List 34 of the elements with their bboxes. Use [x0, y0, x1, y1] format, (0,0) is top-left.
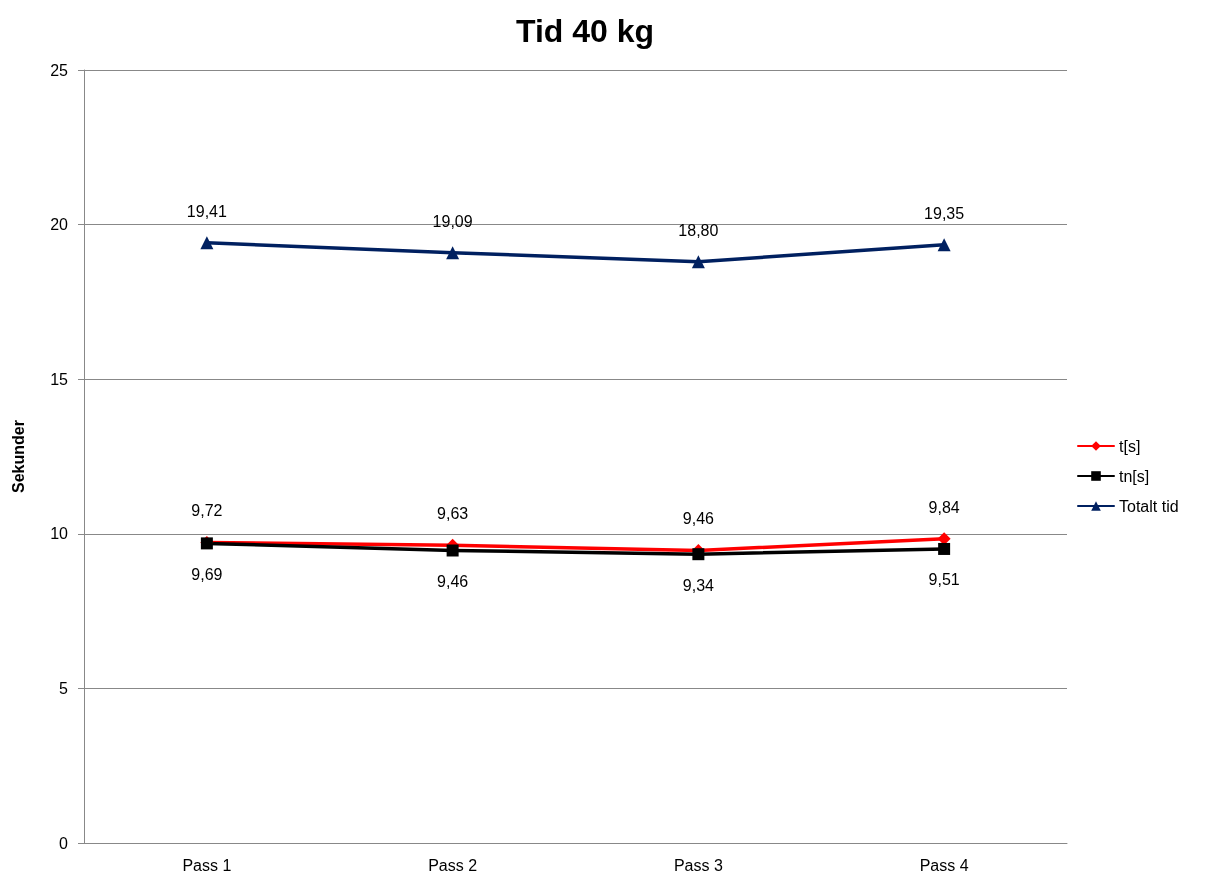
- point: [446, 246, 460, 260]
- data-label: 9,51: [928, 571, 960, 589]
- y-tick-label: 5: [59, 679, 69, 697]
- data-label: 9,84: [928, 498, 960, 516]
- data-label: 9,46: [682, 510, 715, 528]
- data-label: 19,35: [924, 204, 965, 222]
- data-label: 9,63: [437, 505, 469, 523]
- point: [938, 542, 951, 555]
- y-tick-label: 15: [50, 370, 69, 388]
- point: [691, 255, 705, 269]
- data-label: 19,09: [432, 212, 473, 230]
- y-tick-label: 20: [50, 216, 69, 234]
- data-label: 9,34: [682, 576, 715, 594]
- legend-label: t[s]: [1119, 437, 1141, 455]
- data-label: 9,46: [437, 573, 469, 590]
- y-axis-title: Sekunder: [9, 420, 27, 493]
- point: [937, 238, 951, 252]
- data-label: 19,41: [186, 202, 227, 220]
- y-tick-label: 10: [50, 525, 69, 543]
- point: [200, 236, 214, 250]
- x-tick-label: Pass 3: [673, 856, 723, 874]
- legend-label: Totalt tid: [1119, 497, 1179, 515]
- legend-label: tn[s]: [1119, 467, 1150, 485]
- y-tick-label: 25: [50, 61, 69, 79]
- x-tick-label: Pass 4: [919, 856, 969, 874]
- chart-title: Tid 40 kg: [515, 13, 655, 49]
- y-tick-label: 0: [59, 834, 69, 852]
- x-tick-label: Pass 2: [428, 856, 478, 874]
- data-label: 9,72: [191, 502, 223, 520]
- point: [692, 548, 705, 561]
- data-label: 18,80: [678, 221, 719, 239]
- data-label: 9,69: [191, 565, 223, 583]
- x-tick-label: Pass 1: [182, 856, 232, 874]
- point: [446, 544, 459, 557]
